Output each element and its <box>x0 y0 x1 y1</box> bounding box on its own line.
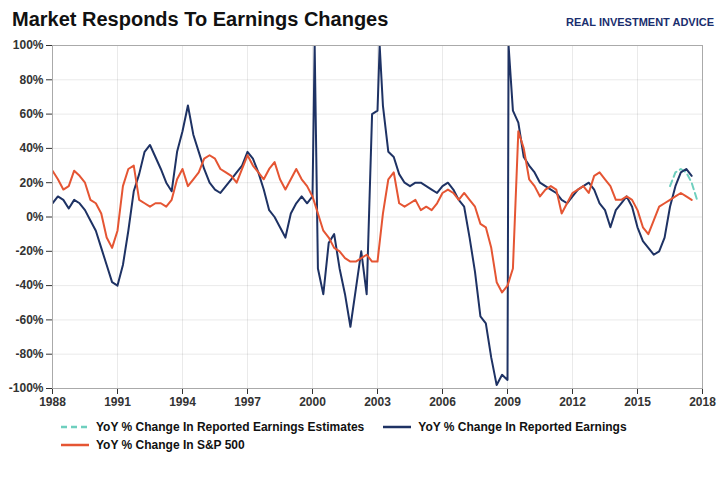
html-text:REAL INVESTMENT ADVICE: REAL INVESTMENT ADVICE <box>566 16 714 28</box>
svg-text:2003: 2003 <box>364 395 391 409</box>
svg-text:40%: 40% <box>19 141 43 155</box>
svg-text:100%: 100% <box>13 38 44 52</box>
svg-text:1988: 1988 <box>39 395 66 409</box>
svg-text:2015: 2015 <box>624 395 651 409</box>
svg-text:0%: 0% <box>26 210 44 224</box>
html-text:YoY % Change In Reported Earni: YoY % Change In Reported Earnings <box>418 420 627 434</box>
svg-text:2012: 2012 <box>559 395 586 409</box>
svg-text:1997: 1997 <box>234 395 261 409</box>
svg-text:2006: 2006 <box>429 395 456 409</box>
svg-text:80%: 80% <box>19 73 43 87</box>
svg-text:-60%: -60% <box>15 313 43 327</box>
html-text:YoY % Change In S&P 500: YoY % Change In S&P 500 <box>96 438 245 452</box>
svg-text:2018: 2018 <box>689 395 716 409</box>
svg-text:1991: 1991 <box>104 395 131 409</box>
svg-text:1994: 1994 <box>169 395 196 409</box>
svg-text:-40%: -40% <box>15 278 43 292</box>
html-text:Market Responds To Earnings Ch: Market Responds To Earnings Changes <box>12 8 389 30</box>
html-text:YoY % Change In Reported Earni: YoY % Change In Reported Earnings Estima… <box>96 420 365 434</box>
svg-text:-80%: -80% <box>15 347 43 361</box>
svg-text:-20%: -20% <box>15 244 43 258</box>
svg-text:20%: 20% <box>19 176 43 190</box>
svg-text:60%: 60% <box>19 107 43 121</box>
svg-text:2009: 2009 <box>494 395 521 409</box>
svg-text:2000: 2000 <box>299 395 326 409</box>
svg-text:-100%: -100% <box>9 381 44 395</box>
